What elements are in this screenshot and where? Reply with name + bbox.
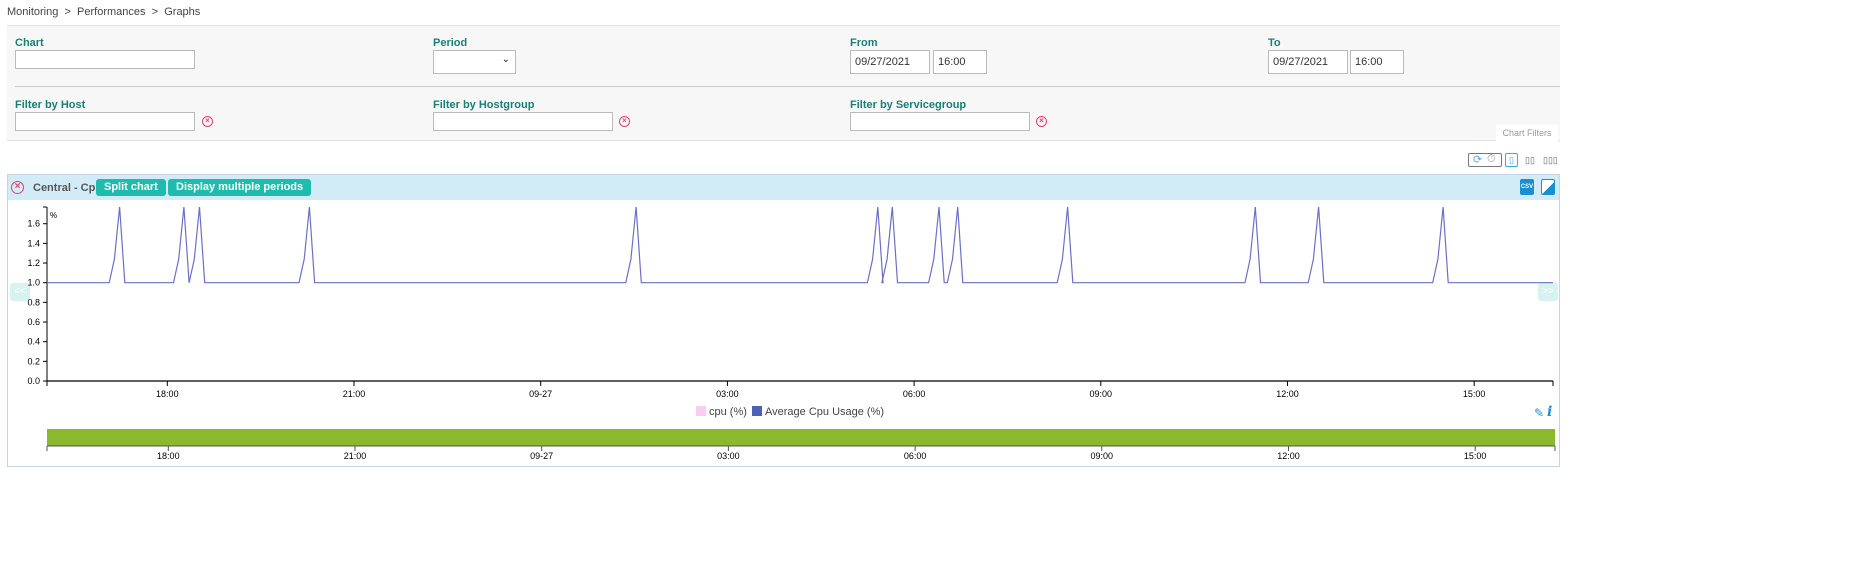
image-export-icon[interactable]: [1541, 179, 1555, 195]
clear-host-icon[interactable]: ×: [202, 116, 213, 127]
y-tick-label: 0.4: [27, 337, 40, 347]
next-period-button[interactable]: >>: [1538, 283, 1558, 301]
chart-header: × Central - Cpu Split chart Display mult…: [8, 175, 1559, 200]
x-tick-label: 09-27: [529, 389, 552, 399]
to-date-input[interactable]: 09/27/2021: [1268, 50, 1348, 74]
filter-servicegroup-label: Filter by Servicegroup: [850, 99, 967, 111]
chart-filters-panel: Chart Period ⌄ From 09/27/2021 16:00 To …: [7, 25, 1560, 141]
breadcrumb: Monitoring > Performances > Graphs: [7, 6, 200, 18]
x-tick-label: 15:00: [1463, 389, 1486, 399]
legend-item: cpu (%): [709, 406, 747, 418]
navigator-tick-label: 12:00: [1277, 451, 1300, 461]
filter-host-label: Filter by Host: [15, 99, 86, 111]
navigator-tick-label: 09:00: [1091, 451, 1114, 461]
breadcrumb-separator: >: [64, 6, 71, 18]
breadcrumb-separator: >: [151, 6, 159, 18]
from-date-input[interactable]: 09/27/2021: [850, 50, 930, 74]
y-tick-label: 0.6: [27, 317, 40, 327]
filter-hostgroup-label: Filter by Hostgroup: [433, 99, 535, 111]
to-time-input[interactable]: 16:00: [1350, 50, 1404, 74]
chart-filters-tab[interactable]: Chart Filters: [1496, 125, 1558, 141]
chart-label: Chart: [15, 37, 44, 49]
layout-3-columns-icon[interactable]: ▯▯▯: [1543, 155, 1558, 165]
filter-servicegroup-input[interactable]: [850, 112, 1030, 131]
breadcrumb-graphs[interactable]: Graphs: [164, 6, 201, 18]
chart-input[interactable]: [15, 50, 195, 69]
series-line-average-cpu-usage: [47, 206, 1553, 284]
to-label: To: [1268, 37, 1281, 49]
close-chart-icon[interactable]: ×: [11, 181, 24, 194]
x-tick-label: 09:00: [1090, 389, 1113, 399]
clear-hostgroup-icon[interactable]: ×: [619, 116, 630, 127]
y-tick-label: 0.8: [27, 297, 40, 307]
navigator-range: [47, 429, 1555, 446]
period-label: Period: [433, 37, 468, 49]
navigator-tick-label: 06:00: [904, 451, 927, 461]
x-tick-label: 18:00: [156, 389, 179, 399]
legend-swatch: [696, 406, 706, 416]
y-tick-label: 1.2: [27, 258, 40, 268]
timer-icon[interactable]: ⏱: [1487, 153, 1496, 165]
chart-title: Central - Cpu: [33, 182, 103, 194]
x-tick-label: 03:00: [716, 389, 739, 399]
y-tick-label: 1.4: [27, 238, 40, 248]
display-multiple-periods-button[interactable]: Display multiple periods: [168, 179, 312, 196]
refresh-controls: ⟳ ⏱: [1468, 153, 1502, 167]
breadcrumb-performances[interactable]: Performances: [77, 6, 146, 18]
filter-host-input[interactable]: [15, 112, 195, 131]
navigator-tick-label: 03:00: [717, 451, 740, 461]
legend-item: Average Cpu Usage (%): [765, 406, 884, 418]
info-icon[interactable]: i: [1547, 404, 1553, 420]
refresh-icon[interactable]: ⟳: [1473, 154, 1483, 166]
y-tick-label: 1.0: [27, 278, 40, 288]
layout-1-column-icon[interactable]: ▯: [1505, 153, 1518, 167]
x-tick-label: 06:00: [903, 389, 926, 399]
chevron-down-icon: ⌄: [501, 54, 510, 65]
csv-export-icon[interactable]: CSV: [1520, 179, 1534, 195]
annotation-icon[interactable]: ✎: [1534, 406, 1545, 420]
split-chart-button[interactable]: Split chart: [96, 179, 166, 196]
clear-servicegroup-icon[interactable]: ×: [1036, 116, 1047, 127]
navigator-tick-label: 15:00: [1464, 451, 1487, 461]
legend-swatch: [752, 406, 762, 416]
navigator-tick-label: 09-27: [530, 451, 553, 461]
y-tick-label: 0.0: [27, 376, 40, 386]
from-label: From: [850, 37, 878, 49]
period-select[interactable]: ⌄: [433, 50, 516, 74]
y-tick-label: 1.6: [27, 219, 40, 229]
x-tick-label: 21:00: [343, 389, 366, 399]
navigator-tick-label: 21:00: [344, 451, 367, 461]
navigator-tick-label: 18:00: [157, 451, 180, 461]
filter-hostgroup-input[interactable]: [433, 112, 613, 131]
divider: [15, 86, 1560, 87]
layout-2-columns-icon[interactable]: ▯▯: [1525, 155, 1535, 165]
chart-panel: × Central - Cpu Split chart Display mult…: [7, 174, 1560, 467]
x-tick-label: 12:00: [1276, 389, 1299, 399]
y-axis-unit: %: [50, 211, 57, 220]
y-tick-label: 0.2: [27, 356, 40, 366]
from-time-input[interactable]: 16:00: [933, 50, 987, 74]
breadcrumb-monitoring[interactable]: Monitoring: [7, 6, 59, 18]
previous-period-button[interactable]: <<: [10, 283, 30, 301]
